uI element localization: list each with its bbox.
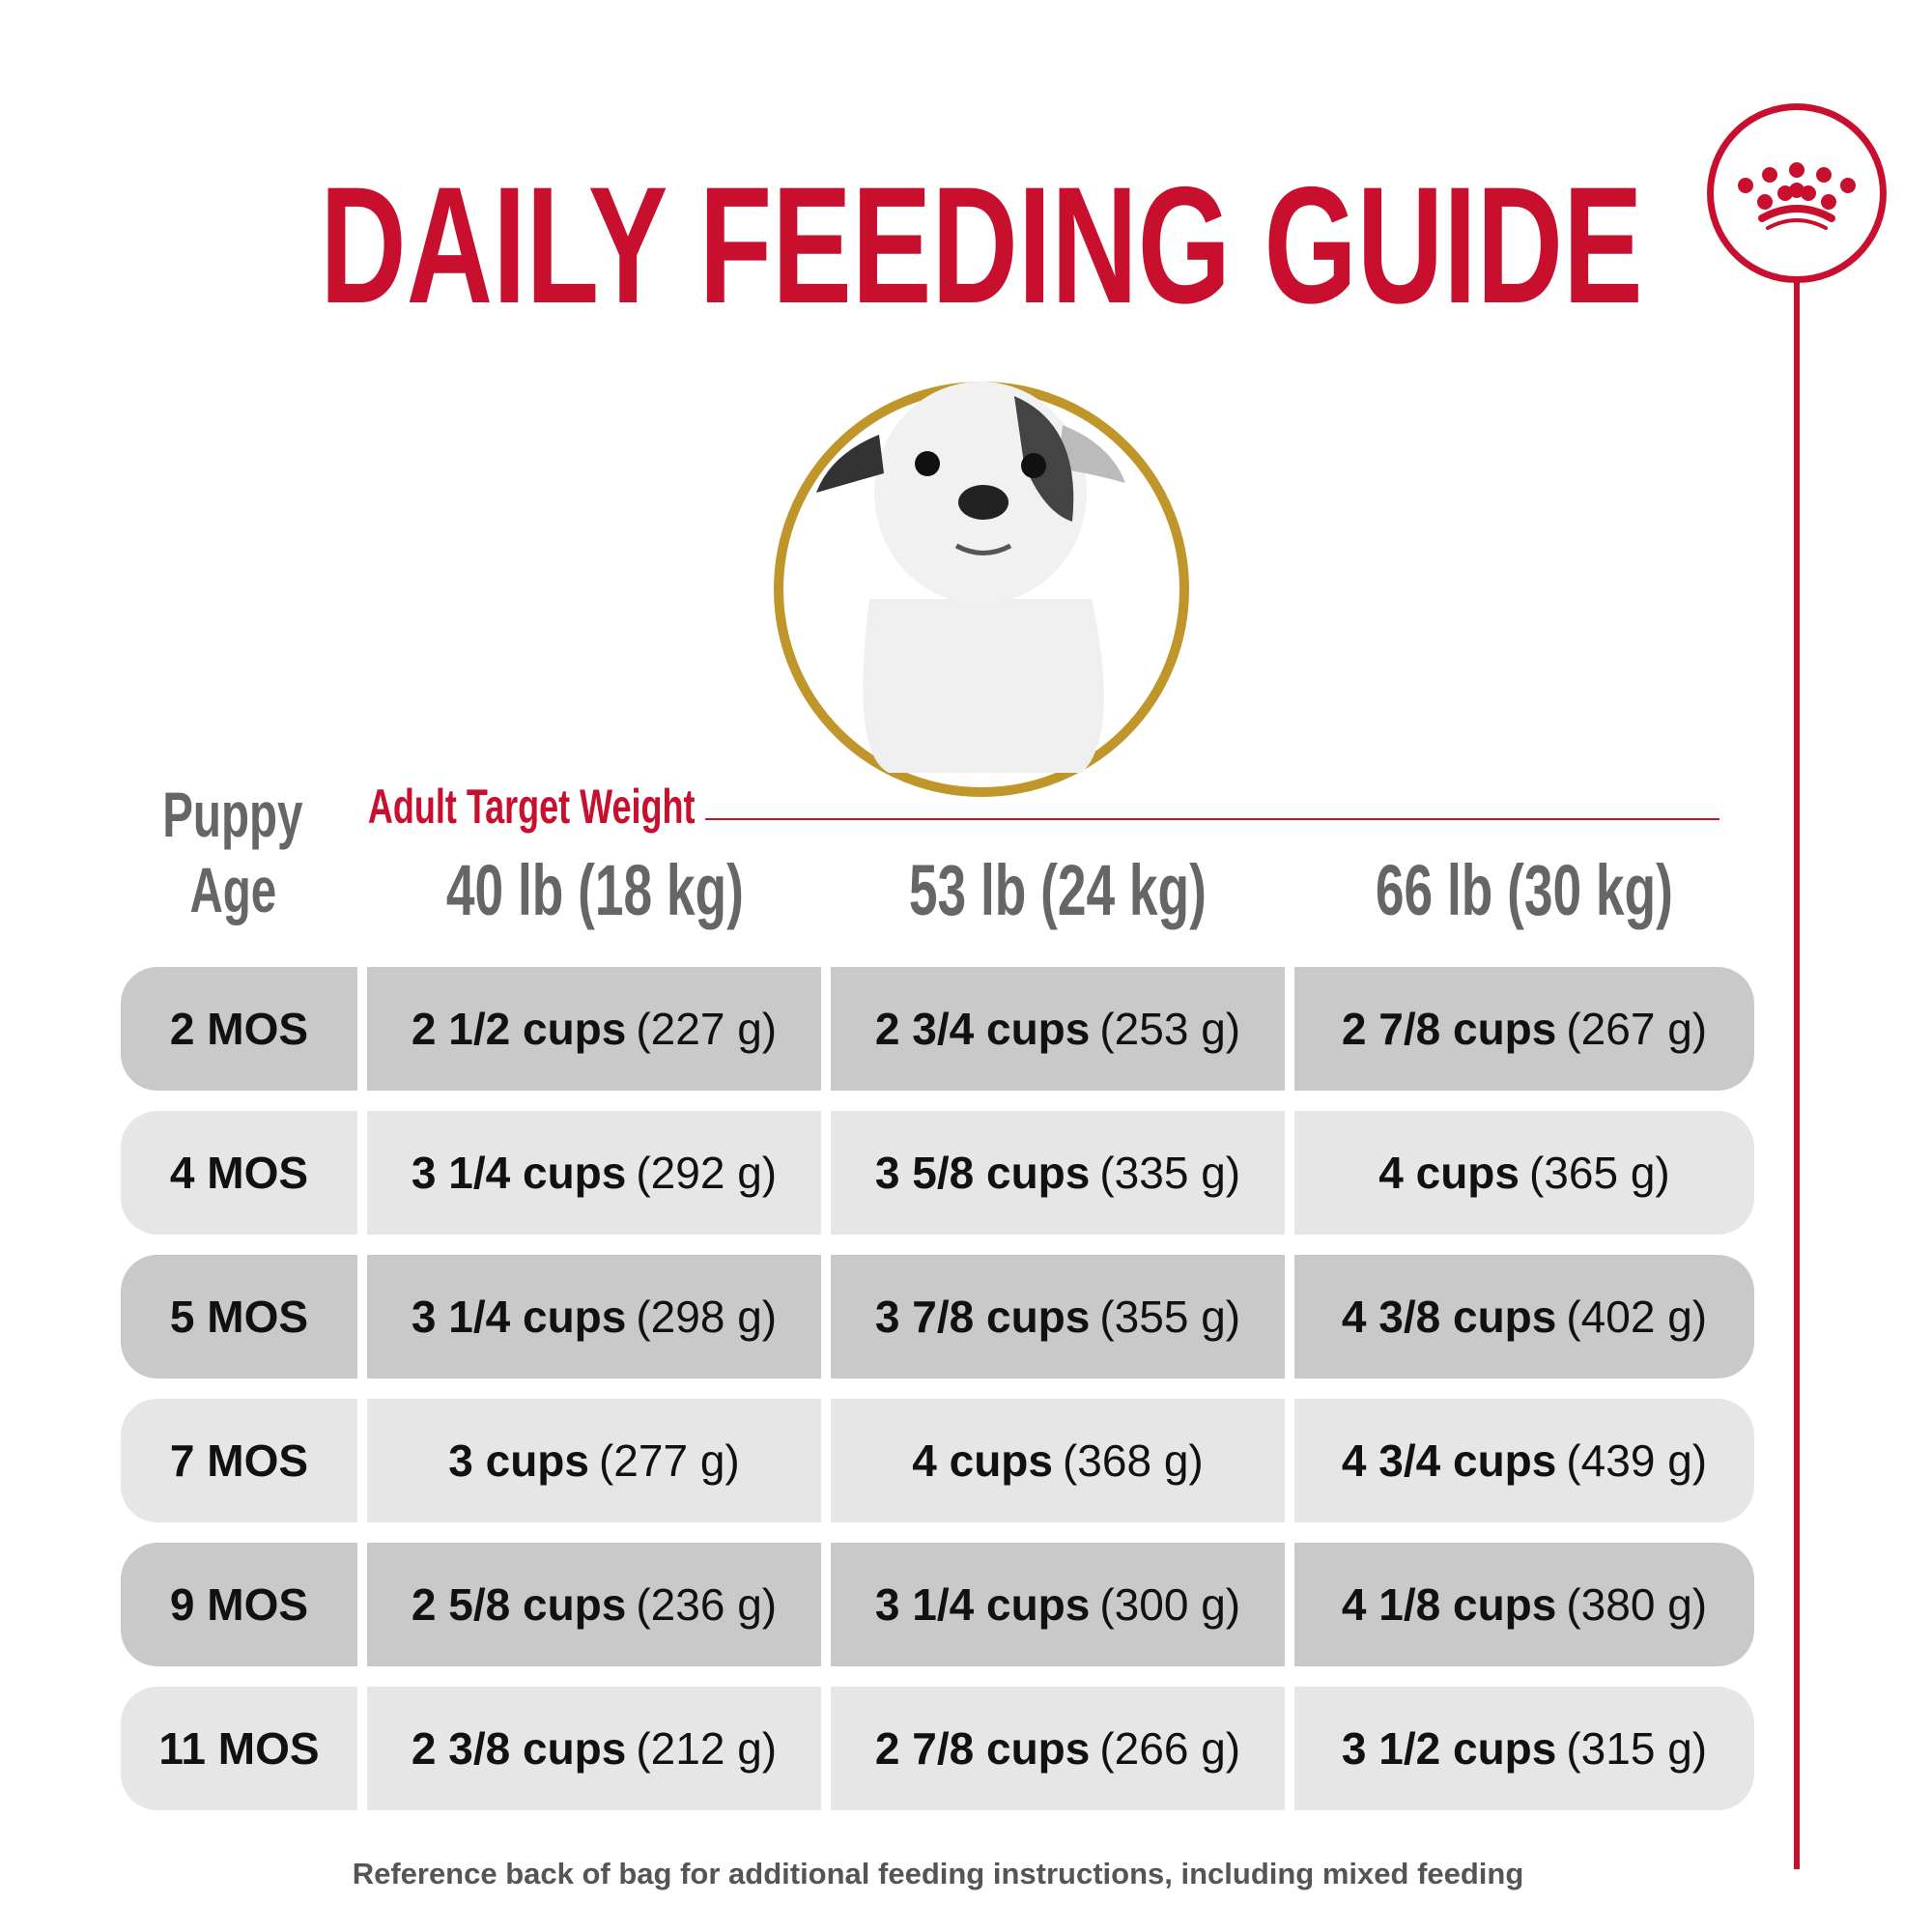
table-row: 5 MOS 3 1/4 cups (298 g) 3 7/8 cups (355 g) 4… [121, 1255, 1754, 1378]
grams-value: (266 g) [1099, 1723, 1241, 1774]
table-row: 11 MOS 2 3/8 cups (212 g) 2 7/8 cups (266 g)… [121, 1687, 1754, 1810]
cups-value: 3 5/8 cups [874, 1148, 1091, 1198]
amount-cell: 2 1/2 cups (227 g) [367, 967, 821, 1091]
grams-value: (380 g) [1566, 1579, 1708, 1630]
age-cell: 4 MOS [121, 1111, 357, 1235]
cups-value: 3 cups [448, 1435, 589, 1486]
weight-header-53lb: 53 lb (24 kg) [909, 850, 1207, 930]
table-row: 4 MOS 3 1/4 cups (292 g) 3 5/8 cups (335 g) 4… [121, 1111, 1754, 1235]
cups-value: 4 cups [912, 1435, 1053, 1486]
amount-cell: 3 1/2 cups (315 g) [1294, 1687, 1754, 1810]
table-row: 7 MOS 3 cups (277 g) 4 cups (368 g) 4 3/4 cup… [121, 1399, 1754, 1522]
amount-cell: 3 1/4 cups (300 g) [831, 1543, 1285, 1666]
amount-cell: 4 cups (365 g) [1294, 1111, 1754, 1235]
amount-cell: 3 cups (277 g) [367, 1399, 821, 1522]
table-row: 9 MOS 2 5/8 cups (236 g) 3 1/4 cups (300 g) 4… [121, 1543, 1754, 1666]
cups-value: 3 1/4 cups [411, 1148, 627, 1198]
page-title: DAILY FEEDING GUIDE [320, 153, 1643, 338]
adult-target-weight-label: Adult Target Weight [367, 780, 696, 834]
age-cell: 5 MOS [121, 1255, 357, 1378]
table-row: 2 MOS 2 1/2 cups (227 g) 2 3/4 cups (253 g) 2… [121, 967, 1754, 1091]
amount-cell: 4 1/8 cups (380 g) [1294, 1543, 1754, 1666]
cups-value: 4 3/4 cups [1341, 1435, 1557, 1486]
cups-value: 2 5/8 cups [411, 1579, 627, 1630]
age-cell: 9 MOS [121, 1543, 357, 1666]
grams-value: (368 g) [1062, 1435, 1204, 1486]
amount-cell: 3 1/4 cups (292 g) [367, 1111, 821, 1235]
cups-value: 3 7/8 cups [874, 1292, 1091, 1342]
grams-value: (365 g) [1528, 1148, 1670, 1198]
cups-value: 2 1/2 cups [411, 1004, 627, 1054]
cups-value: 3 1/2 cups [1341, 1723, 1557, 1774]
amount-cell: 2 3/4 cups (253 g) [831, 967, 1285, 1091]
age-cell: 2 MOS [121, 967, 357, 1091]
grams-value: (292 g) [636, 1148, 778, 1198]
cups-value: 4 1/8 cups [1341, 1579, 1557, 1630]
grams-value: (236 g) [636, 1579, 778, 1630]
grams-value: (253 g) [1099, 1004, 1241, 1054]
amount-cell: 4 cups (368 g) [831, 1399, 1285, 1522]
grams-value: (402 g) [1566, 1292, 1708, 1342]
grams-value: (227 g) [636, 1004, 778, 1054]
puppy-image [763, 348, 1208, 816]
grams-value: (277 g) [598, 1435, 740, 1486]
decorative-vertical-line [1794, 282, 1800, 1869]
amount-cell: 3 7/8 cups (355 g) [831, 1255, 1285, 1378]
cups-value: 4 cups [1378, 1148, 1520, 1198]
cups-value: 2 3/8 cups [411, 1723, 627, 1774]
grams-value: (335 g) [1099, 1148, 1241, 1198]
grams-value: (298 g) [636, 1292, 778, 1342]
amount-cell: 4 3/4 cups (439 g) [1294, 1399, 1754, 1522]
puppy-age-header: Puppy Age [162, 779, 303, 925]
crown-logo-icon [1707, 103, 1887, 283]
grams-value: (212 g) [636, 1723, 778, 1774]
cups-value: 3 1/4 cups [874, 1579, 1091, 1630]
amount-cell: 2 7/8 cups (266 g) [831, 1687, 1285, 1810]
footer-note: Reference back of bag for additional fee… [352, 1857, 1524, 1890]
amount-cell: 3 5/8 cups (335 g) [831, 1111, 1285, 1235]
grams-value: (267 g) [1566, 1004, 1708, 1054]
amount-cell: 3 1/4 cups (298 g) [367, 1255, 821, 1378]
age-cell: 7 MOS [121, 1399, 357, 1522]
cups-value: 2 3/4 cups [874, 1004, 1091, 1054]
cups-value: 2 7/8 cups [1341, 1004, 1557, 1054]
grams-value: (315 g) [1566, 1723, 1708, 1774]
grams-value: (300 g) [1099, 1579, 1241, 1630]
cups-value: 3 1/4 cups [411, 1292, 627, 1342]
amount-cell: 2 3/8 cups (212 g) [367, 1687, 821, 1810]
age-cell: 11 MOS [121, 1687, 357, 1810]
amount-cell: 2 7/8 cups (267 g) [1294, 967, 1754, 1091]
cups-value: 4 3/8 cups [1341, 1292, 1557, 1342]
amount-cell: 4 3/8 cups (402 g) [1294, 1255, 1754, 1378]
weight-header-66lb: 66 lb (30 kg) [1376, 850, 1673, 930]
grams-value: (439 g) [1566, 1435, 1708, 1486]
header-divider [705, 818, 1719, 820]
amount-cell: 2 5/8 cups (236 g) [367, 1543, 821, 1666]
cups-value: 2 7/8 cups [874, 1723, 1091, 1774]
grams-value: (355 g) [1099, 1292, 1241, 1342]
weight-header-40lb: 40 lb (18 kg) [446, 850, 744, 930]
